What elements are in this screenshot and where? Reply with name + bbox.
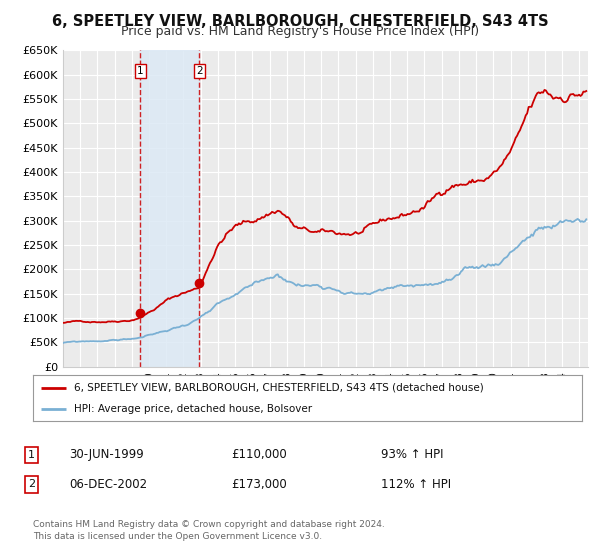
Text: 1: 1: [28, 450, 35, 460]
Text: 06-DEC-2002: 06-DEC-2002: [69, 478, 147, 491]
Bar: [140, 50, 199, 367]
Text: HPI: Average price, detached house, Bolsover: HPI: Average price, detached house, Bols…: [74, 404, 313, 414]
Text: 112% ↑ HPI: 112% ↑ HPI: [381, 478, 451, 491]
Text: Contains HM Land Registry data © Crown copyright and database right 2024.
This d: Contains HM Land Registry data © Crown c…: [33, 520, 385, 541]
Text: 93% ↑ HPI: 93% ↑ HPI: [381, 448, 443, 461]
Text: 1: 1: [137, 66, 144, 76]
Text: 6, SPEETLEY VIEW, BARLBOROUGH, CHESTERFIELD, S43 4TS: 6, SPEETLEY VIEW, BARLBOROUGH, CHESTERFI…: [52, 14, 548, 29]
Text: £173,000: £173,000: [231, 478, 287, 491]
Text: 2: 2: [28, 479, 35, 489]
Text: £110,000: £110,000: [231, 448, 287, 461]
Text: Price paid vs. HM Land Registry's House Price Index (HPI): Price paid vs. HM Land Registry's House …: [121, 25, 479, 38]
Text: 6, SPEETLEY VIEW, BARLBOROUGH, CHESTERFIELD, S43 4TS (detached house): 6, SPEETLEY VIEW, BARLBOROUGH, CHESTERFI…: [74, 382, 484, 393]
Text: 2: 2: [196, 66, 203, 76]
Text: 30-JUN-1999: 30-JUN-1999: [69, 448, 144, 461]
